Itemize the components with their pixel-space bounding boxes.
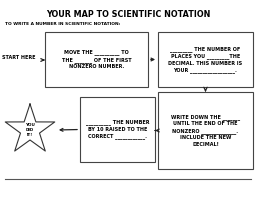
Text: YOUR MAP TO SCIENTIFIC NOTATION: YOUR MAP TO SCIENTIFIC NOTATION bbox=[46, 10, 210, 19]
Text: __________ THE NUMBER
BY 10 RAISED TO THE
CORRECT ____________.: __________ THE NUMBER BY 10 RAISED TO TH… bbox=[86, 120, 149, 139]
FancyBboxPatch shape bbox=[158, 32, 253, 87]
Text: WRITE DOWN THE _______
UNTIL THE END OF THE
NONZERO ______________.
INCLUDE THE : WRITE DOWN THE _______ UNTIL THE END OF … bbox=[171, 114, 240, 147]
Text: YOU
DID
IT!: YOU DID IT! bbox=[25, 123, 35, 137]
Text: START HERE: START HERE bbox=[2, 55, 36, 59]
Text: TO WRITE A NUMBER IN SCIENTIFIC NOTATION:: TO WRITE A NUMBER IN SCIENTIFIC NOTATION… bbox=[5, 22, 120, 26]
FancyBboxPatch shape bbox=[80, 97, 155, 162]
Text: MOVE THE __________ TO
THE _______ OF THE FIRST
NONZERO NUMBER.: MOVE THE __________ TO THE _______ OF TH… bbox=[62, 49, 131, 70]
FancyBboxPatch shape bbox=[158, 92, 253, 169]
Text: _________ THE NUMBER OF
PLACES YOU _________THE
DECIMAL. THIS NUMBER IS
YOUR ___: _________ THE NUMBER OF PLACES YOU _____… bbox=[168, 46, 243, 73]
FancyBboxPatch shape bbox=[45, 32, 148, 87]
Polygon shape bbox=[5, 104, 55, 151]
